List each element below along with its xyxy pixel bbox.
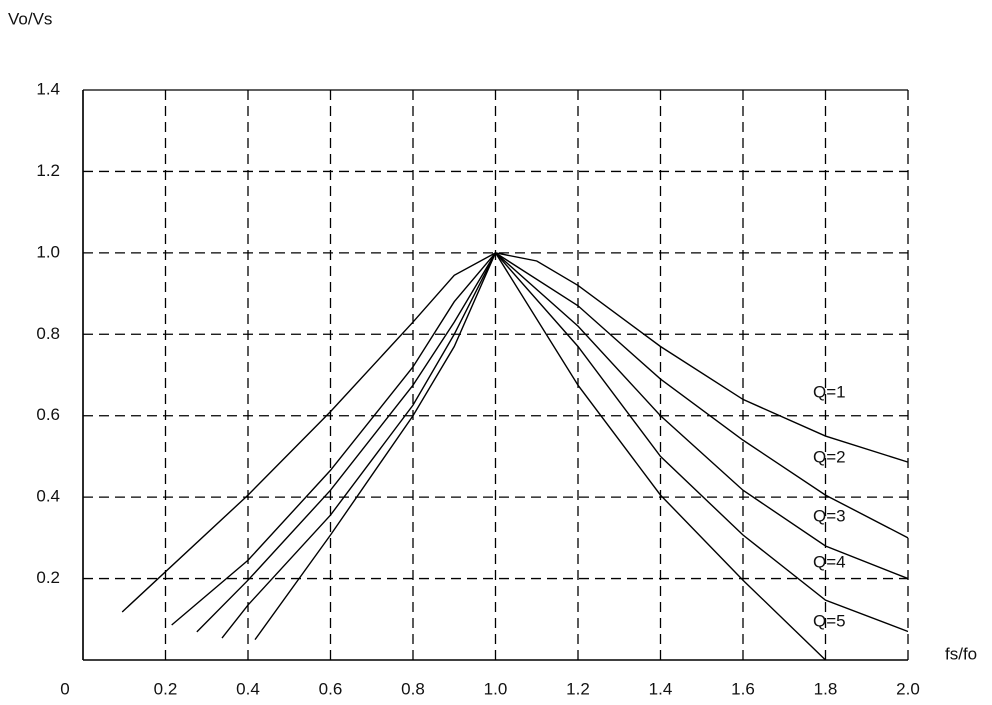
curve <box>222 253 908 638</box>
x-tick-label: 0.6 <box>319 679 343 698</box>
x-tick-label: 1.4 <box>649 679 673 698</box>
x-tick-label: 0.4 <box>236 679 260 698</box>
chart: Vo/Vs fs/fo 0.2 0.4 0.6 0.8 1.0 1.2 1.4 0 0.2 0.4… <box>0 0 992 705</box>
y-tick-label: 1.0 <box>36 242 60 261</box>
curve <box>197 253 908 632</box>
y-tick-label: 0.4 <box>36 487 60 506</box>
x-tick-label: 0 <box>60 679 69 698</box>
series-label: Q=4 <box>813 552 846 571</box>
x-tick-label: 0.2 <box>154 679 178 698</box>
x-tick-label: 1.6 <box>731 679 755 698</box>
x-axis-label: fs/fo <box>945 644 977 663</box>
y-axis-label: Vo/Vs <box>8 9 52 28</box>
curve <box>255 253 825 660</box>
y-tick-label: 0.2 <box>36 568 60 587</box>
y-tick-label: 1.4 <box>36 79 60 98</box>
x-tick-label: 0.8 <box>401 679 425 698</box>
x-tick-label: 1.8 <box>814 679 838 698</box>
series-label: Q=2 <box>813 447 846 466</box>
curve <box>122 253 908 612</box>
x-tick-label: 1.2 <box>566 679 590 698</box>
x-tick-label: 1.0 <box>484 679 508 698</box>
curve <box>172 253 908 625</box>
series-label: Q=5 <box>813 611 846 630</box>
series-label: Q=1 <box>813 382 846 401</box>
y-tick-label: 0.8 <box>36 324 60 343</box>
series-label: Q=3 <box>813 506 846 525</box>
y-tick-label: 0.6 <box>36 405 60 424</box>
y-tick-label: 1.2 <box>36 161 60 180</box>
x-tick-label: 2.0 <box>896 679 920 698</box>
